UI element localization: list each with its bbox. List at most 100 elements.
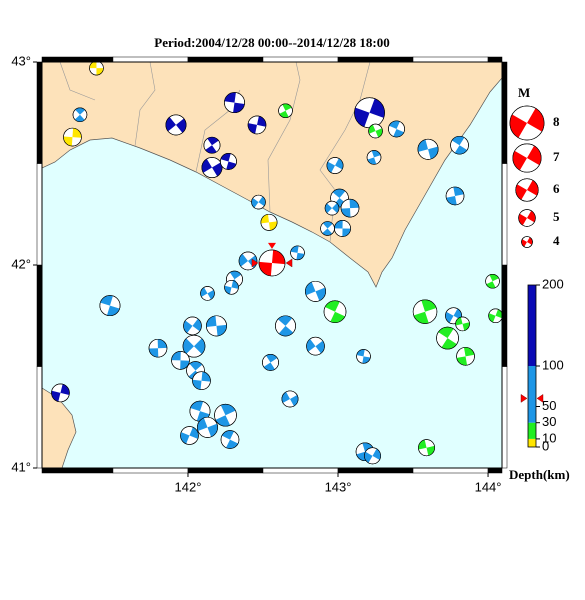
ball-rim bbox=[455, 316, 470, 332]
compression-quadrant bbox=[281, 391, 299, 407]
focal-mechanism bbox=[220, 430, 240, 449]
focal-mechanism bbox=[512, 143, 542, 173]
magnitude-legend-label: 4 bbox=[553, 233, 560, 248]
focal-mechanism bbox=[275, 315, 296, 337]
ball-rim bbox=[99, 295, 121, 317]
ball-rim bbox=[180, 426, 199, 445]
compression-quadrant bbox=[322, 221, 333, 236]
frame-segment bbox=[41, 467, 114, 474]
compression-quadrant bbox=[486, 274, 499, 289]
compression-quadrant bbox=[100, 295, 120, 316]
compression-quadrant bbox=[356, 349, 371, 364]
compression-quadrant bbox=[258, 249, 286, 276]
depth-highlight-marker bbox=[520, 394, 528, 403]
depth-band bbox=[528, 438, 536, 447]
depth-tick-label: 50 bbox=[542, 398, 556, 413]
frame-segment bbox=[112, 56, 189, 63]
compression-quadrant bbox=[183, 318, 202, 334]
frame-segment bbox=[501, 163, 508, 266]
focal-mechanism bbox=[356, 349, 371, 364]
ball-rim bbox=[63, 127, 82, 147]
focal-mechanism bbox=[305, 280, 326, 302]
focal-mechanism bbox=[515, 178, 539, 202]
focal-mechanism bbox=[366, 150, 382, 165]
compression-quadrant bbox=[455, 317, 470, 331]
focal-mechanism bbox=[262, 354, 279, 371]
focal-mechanism bbox=[518, 209, 536, 227]
depth-tick-label: 0 bbox=[542, 438, 549, 453]
depth-tick-label: 100 bbox=[542, 357, 564, 372]
x-tick-label: 142° bbox=[175, 479, 202, 494]
depth-band bbox=[528, 366, 536, 423]
ball-rim bbox=[456, 347, 475, 366]
focal-mechanism bbox=[220, 153, 237, 170]
ball-rim bbox=[183, 316, 202, 336]
ball-rim bbox=[512, 143, 542, 173]
ball-rim bbox=[418, 439, 435, 457]
map-title: Period:2004/12/28 00:00--2014/12/28 18:0… bbox=[154, 35, 389, 50]
ball-rim bbox=[488, 308, 502, 323]
highlight-marker bbox=[251, 258, 259, 268]
compression-quadrant bbox=[326, 158, 344, 173]
frame-segment bbox=[501, 264, 508, 367]
focal-mechanism bbox=[388, 120, 405, 138]
focal-mechanism bbox=[320, 221, 335, 236]
compression-quadrant bbox=[367, 150, 381, 165]
focal-mechanism bbox=[521, 236, 533, 248]
ball-rim bbox=[356, 349, 371, 364]
focal-mechanism bbox=[224, 92, 245, 114]
ball-rim bbox=[368, 123, 383, 139]
compression-quadrant bbox=[456, 347, 475, 366]
compression-quadrant bbox=[509, 108, 545, 138]
focal-mechanism bbox=[488, 308, 502, 323]
compression-quadrant bbox=[451, 136, 468, 155]
y-tick-label: 41° bbox=[11, 459, 31, 474]
compression-quadrant bbox=[356, 442, 374, 461]
compression-quadrant bbox=[417, 139, 439, 160]
ball-rim bbox=[258, 249, 286, 277]
focal-mechanism bbox=[148, 338, 168, 358]
frame-border bbox=[41, 61, 503, 469]
ball-rim bbox=[281, 390, 299, 408]
focal-mechanism bbox=[247, 115, 267, 135]
frame-segment bbox=[36, 163, 43, 266]
ball-rim bbox=[366, 150, 382, 165]
ball-rim bbox=[388, 120, 405, 138]
ball-rim bbox=[275, 315, 296, 337]
ball-rim bbox=[220, 430, 240, 449]
compression-quadrant bbox=[325, 300, 345, 323]
focal-mechanism bbox=[260, 213, 278, 231]
ball-rim bbox=[326, 157, 344, 174]
focal-mechanism bbox=[201, 157, 223, 178]
focal-mechanism bbox=[183, 316, 202, 336]
compression-quadrant bbox=[165, 117, 187, 133]
ball-rim bbox=[323, 300, 347, 323]
ball-rim bbox=[192, 371, 211, 390]
focal-mechanism bbox=[251, 194, 266, 210]
focal-mechanism bbox=[72, 107, 88, 123]
focal-mechanism bbox=[165, 114, 187, 136]
focal-mechanism bbox=[324, 200, 340, 216]
ball-rim bbox=[197, 416, 218, 438]
focal-mechanism bbox=[417, 138, 439, 160]
compression-quadrant bbox=[305, 281, 326, 301]
frame-segment bbox=[41, 56, 114, 63]
compression-quadrant bbox=[248, 116, 266, 134]
subprefecture-border bbox=[59, 62, 371, 243]
focal-mechanism bbox=[354, 97, 385, 129]
ball-rim bbox=[340, 198, 360, 218]
ball-rim bbox=[364, 447, 381, 465]
focal-mechanism bbox=[455, 316, 470, 332]
focal-mechanism bbox=[182, 334, 206, 358]
ball-rim bbox=[182, 334, 206, 358]
ball-rim bbox=[260, 213, 278, 231]
compression-quadrant bbox=[515, 180, 539, 200]
frame-segment bbox=[487, 56, 503, 63]
frame-segment bbox=[187, 467, 264, 474]
ball-rim bbox=[224, 92, 245, 114]
compression-quadrant bbox=[306, 339, 325, 354]
magnitude-legend-label: 5 bbox=[553, 209, 560, 224]
compression-quadrant bbox=[182, 338, 205, 354]
focal-mechanism bbox=[171, 351, 190, 370]
